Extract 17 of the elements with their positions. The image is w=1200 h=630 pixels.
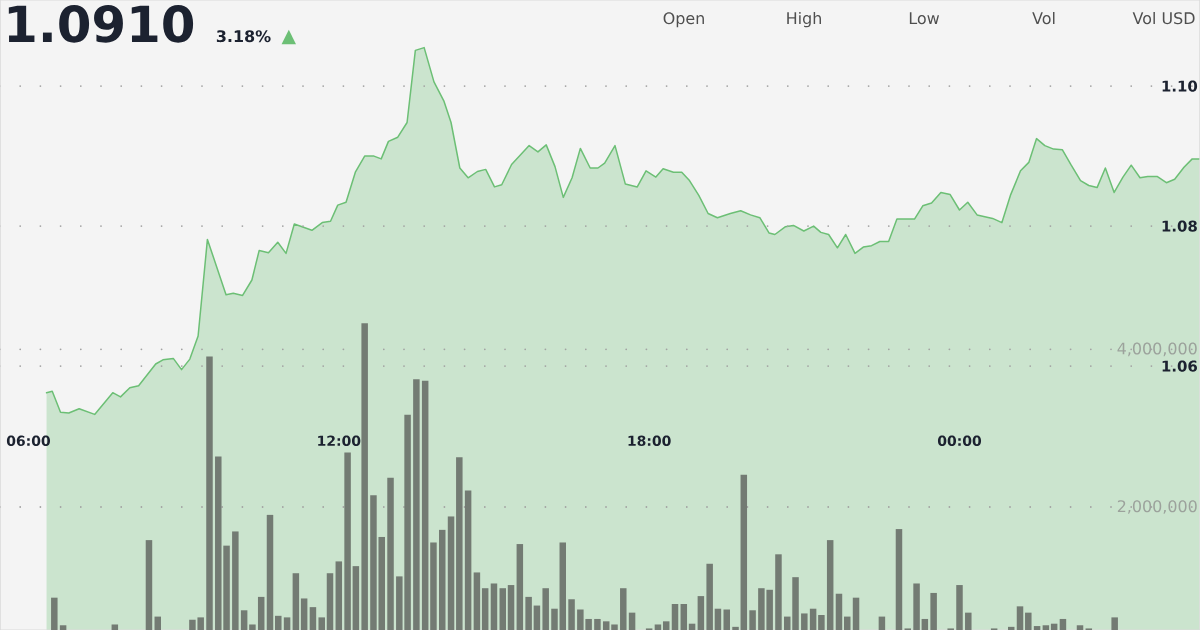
- annotation: ▲: [281, 29, 297, 45]
- x-tick-label: 06:00: [6, 435, 50, 447]
- y2-tick-label: 4,000,000: [1117, 342, 1197, 357]
- annotation: Low: [909, 12, 940, 25]
- y-tick-label: 1.06: [1162, 360, 1198, 372]
- x-tick-label: 18:00: [628, 435, 671, 447]
- annotation: 3.18%: [216, 30, 271, 43]
- annotation: Open: [663, 12, 704, 28]
- annotation: Vol: [1032, 11, 1055, 25]
- y-tick-label: 1.08: [1162, 220, 1197, 232]
- annotation: High: [787, 11, 821, 28]
- y-tick-label: 1.10: [1162, 80, 1198, 92]
- y2-tick-label: 2,000,000: [1117, 500, 1197, 514]
- annotation: Vol USD: [1132, 11, 1195, 25]
- chart-title: 1.0910: [8, 5, 194, 43]
- x-tick-label: 00:00: [937, 435, 982, 447]
- x-tick-label: 12:00: [318, 435, 361, 447]
